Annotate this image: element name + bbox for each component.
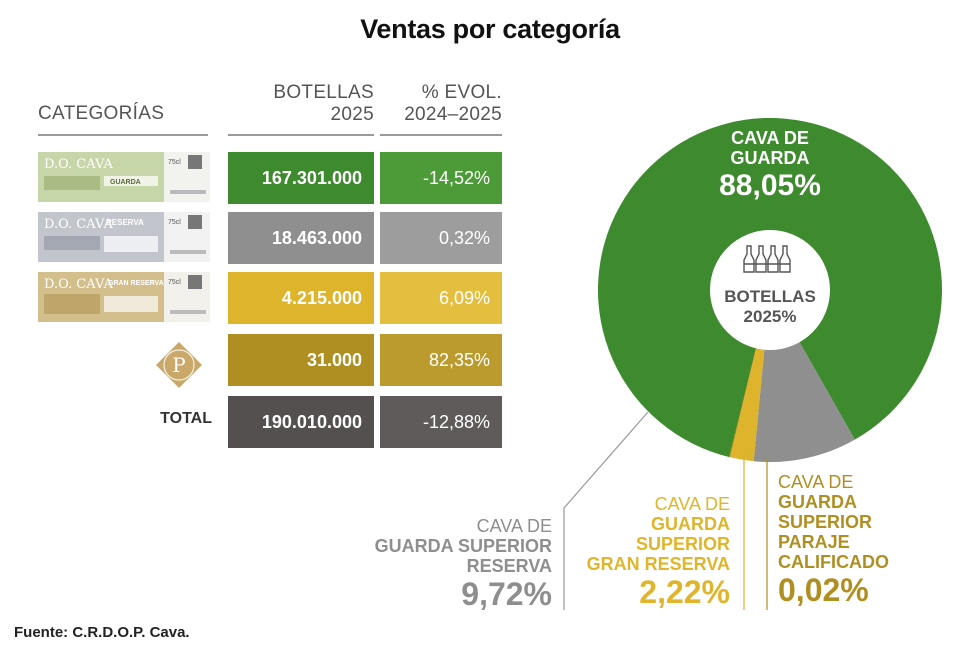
header-categories: CATEGORÍAS (38, 103, 165, 124)
slice-label-gran-line2: GUARDA (651, 514, 730, 534)
slice-label-reserva-line1: CAVA DE (476, 516, 552, 536)
header-rule-categories (38, 134, 208, 136)
table-cell-evol-guarda: -14,52% (380, 152, 502, 204)
label-guarda-text: GUARDA (110, 179, 141, 186)
table-cell-evol-paraje: 82,35% (380, 334, 502, 386)
header-evolution: % EVOL. 2024–2025 (380, 82, 502, 126)
header-rule-evolution (380, 134, 502, 136)
slice-label-paraje-line4: PARAJE (778, 532, 850, 552)
header-bottles: BOTELLAS 2025 (228, 82, 374, 126)
slice-pct-paraje: 0,02% (778, 572, 869, 608)
header-bottles-line1: BOTELLAS (273, 82, 374, 103)
label-do-cava-text: D.O. CAVA (44, 217, 113, 232)
label-cava-gran-reserva-image: D.O. CAVA GRAN RESERVA 75cl (38, 272, 210, 322)
table-cell-bottles-paraje: 31.000 (228, 334, 374, 386)
table-cell-evol-total: -12,88% (380, 396, 502, 448)
slice-label-reserva-line3: RESERVA (466, 556, 552, 576)
label-reserva-text: RESERVA (106, 218, 144, 227)
donut-center (710, 230, 830, 350)
table-cell-bottles-guarda: 167.301.000 (228, 152, 374, 204)
slice-label-paraje-line3: SUPERIOR (778, 512, 873, 532)
slice-label-paraje-line5: CALIFICADO (778, 552, 889, 572)
source-note: Fuente: C.R.D.O.P. Cava. (14, 624, 190, 641)
donut-center-line1: BOTELLAS (724, 287, 816, 306)
slice-label-gran-line1: CAVA DE (654, 494, 730, 514)
header-bottles-line2: 2025 (330, 104, 374, 125)
seal-letter: P (172, 353, 185, 377)
table-total-label: TOTAL (160, 410, 212, 427)
label-cava-guarda-image: D.O. CAVA GUARDA 75cl (38, 152, 210, 202)
paraje-calificado-seal-icon: P (156, 342, 202, 388)
header-evolution-line2: 2024–2025 (404, 104, 502, 125)
table-cell-bottles-total: 190.010.000 (228, 396, 374, 448)
header-rule-bottles (228, 134, 374, 136)
label-size-text: 75cl (168, 159, 181, 166)
slice-label-paraje-line1: CAVA DE (778, 472, 854, 492)
bottles-icon (743, 245, 791, 273)
slice-label-gran-reserva: CAVA DE GUARDA SUPERIOR GRAN RESERVA 2,2… (540, 494, 730, 610)
label-do-cava-text: D.O. CAVA (44, 277, 113, 292)
label-do-cava-text: D.O. CAVA (44, 157, 113, 172)
page-title: Ventas por categoría (360, 14, 620, 44)
header-evolution-line1: % EVOL. (421, 82, 502, 103)
slice-label-guarda-line2: GUARDA (730, 148, 810, 168)
slice-label-gran-line4: GRAN RESERVA (586, 554, 730, 574)
label-size-text: 75cl (168, 279, 181, 286)
slice-pct-gran-reserva: 2,22% (639, 574, 730, 610)
label-gran-reserva-text: GRAN RESERVA (108, 280, 164, 287)
donut-center-label: BOTELLAS 2025% (700, 287, 840, 327)
leader-line-reserva (563, 411, 649, 610)
table-cell-bottles-gran-reserva: 4.215.000 (228, 272, 374, 324)
slice-label-guarda: CAVA DE GUARDA 88,05% (640, 128, 900, 204)
table-cell-evol-gran-reserva: 6,09% (380, 272, 502, 324)
slice-label-guarda-line1: CAVA DE (731, 128, 809, 148)
slice-pct-reserva: 9,72% (461, 576, 552, 612)
slice-label-reserva: CAVA DE GUARDA SUPERIOR RESERVA 9,72% (300, 516, 552, 612)
slice-label-reserva-line2: GUARDA SUPERIOR (374, 536, 552, 556)
donut-center-line2: 2025% (743, 307, 797, 326)
slice-pct-guarda: 88,05% (719, 169, 821, 202)
label-size-text: 75cl (168, 219, 181, 226)
slice-label-paraje: CAVA DE GUARDA SUPERIOR PARAJE CALIFICAD… (778, 472, 978, 608)
label-cava-reserva-image: D.O. CAVA RESERVA 75cl (38, 212, 210, 262)
slice-label-paraje-line2: GUARDA (778, 492, 857, 512)
table-cell-bottles-reserva: 18.463.000 (228, 212, 374, 264)
table-cell-evol-reserva: 0,32% (380, 212, 502, 264)
slice-label-gran-line3: SUPERIOR (635, 534, 730, 554)
